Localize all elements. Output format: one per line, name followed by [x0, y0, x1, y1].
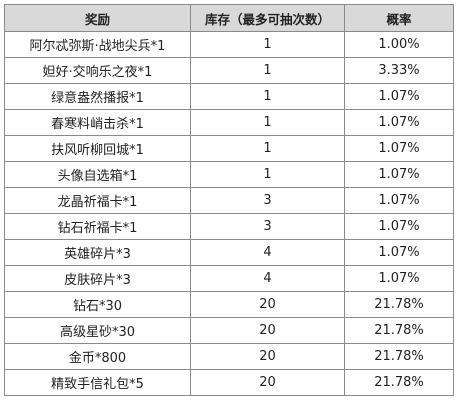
reward-cell: 扶风听柳回城*1: [4, 135, 191, 162]
probability-cell: 1.07%: [344, 135, 454, 162]
header-probability: 概率: [344, 4, 454, 32]
table-row: 英雄碎片*3 4 1.07%: [4, 239, 454, 266]
reward-cell: 英雄碎片*3: [4, 239, 191, 266]
stock-cell: 20: [190, 343, 345, 370]
stock-cell: 1: [190, 57, 345, 84]
table-body: 阿尔忒弥斯·战地尖兵*1 1 1.00% 妲好·交响乐之夜*1 1 3.33% …: [4, 31, 454, 396]
reward-probability-table: 奖励 库存（最多可抽次数） 概率 阿尔忒弥斯·战地尖兵*1 1 1.00% 妲好…: [4, 4, 454, 396]
reward-cell: 精致手信礼包*5: [4, 369, 191, 396]
probability-cell: 1.07%: [344, 239, 454, 266]
reward-cell: 高级星砂*30: [4, 317, 191, 344]
stock-cell: 1: [190, 135, 345, 162]
stock-cell: 20: [190, 369, 345, 396]
probability-cell: 1.00%: [344, 31, 454, 58]
reward-cell: 金币*800: [4, 343, 191, 370]
probability-cell: 21.78%: [344, 343, 454, 370]
reward-cell: 皮肤碎片*3: [4, 265, 191, 292]
probability-cell: 1.07%: [344, 213, 454, 240]
header-stock: 库存（最多可抽次数）: [190, 4, 345, 32]
probability-cell: 3.33%: [344, 57, 454, 84]
probability-cell: 1.07%: [344, 109, 454, 136]
probability-cell: 21.78%: [344, 291, 454, 318]
table-row: 扶风听柳回城*1 1 1.07%: [4, 135, 454, 162]
stock-cell: 1: [190, 161, 345, 188]
table-row: 绿意盎然播报*1 1 1.07%: [4, 83, 454, 110]
table-row: 龙晶祈福卡*1 3 1.07%: [4, 187, 454, 214]
table-row: 阿尔忒弥斯·战地尖兵*1 1 1.00%: [4, 31, 454, 58]
stock-cell: 20: [190, 317, 345, 344]
table-row: 高级星砂*30 20 21.78%: [4, 317, 454, 344]
table-row: 钻石*30 20 21.78%: [4, 291, 454, 318]
table-row: 精致手信礼包*5 20 21.78%: [4, 369, 454, 396]
table-row: 皮肤碎片*3 4 1.07%: [4, 265, 454, 292]
stock-cell: 3: [190, 187, 345, 214]
table-row: 头像自选箱*1 1 1.07%: [4, 161, 454, 188]
table-row: 钻石祈福卡*1 3 1.07%: [4, 213, 454, 240]
reward-cell: 绿意盎然播报*1: [4, 83, 191, 110]
table-row: 金币*800 20 21.78%: [4, 343, 454, 370]
reward-cell: 钻石祈福卡*1: [4, 213, 191, 240]
table-row: 春寒料峭击杀*1 1 1.07%: [4, 109, 454, 136]
probability-cell: 21.78%: [344, 317, 454, 344]
reward-cell: 春寒料峭击杀*1: [4, 109, 191, 136]
stock-cell: 4: [190, 239, 345, 266]
stock-cell: 4: [190, 265, 345, 292]
reward-cell: 龙晶祈福卡*1: [4, 187, 191, 214]
probability-cell: 1.07%: [344, 83, 454, 110]
reward-probability-table-container: 奖励 库存（最多可抽次数） 概率 阿尔忒弥斯·战地尖兵*1 1 1.00% 妲好…: [4, 4, 454, 396]
table-header: 奖励 库存（最多可抽次数） 概率: [4, 4, 454, 32]
stock-cell: 1: [190, 31, 345, 58]
reward-cell: 钻石*30: [4, 291, 191, 318]
stock-cell: 1: [190, 83, 345, 110]
probability-cell: 1.07%: [344, 161, 454, 188]
probability-cell: 1.07%: [344, 187, 454, 214]
reward-cell: 妲好·交响乐之夜*1: [4, 57, 191, 84]
probability-cell: 21.78%: [344, 369, 454, 396]
header-reward: 奖励: [4, 4, 191, 32]
reward-cell: 阿尔忒弥斯·战地尖兵*1: [4, 31, 191, 58]
stock-cell: 1: [190, 109, 345, 136]
header-row: 奖励 库存（最多可抽次数） 概率: [4, 4, 454, 32]
reward-cell: 头像自选箱*1: [4, 161, 191, 188]
probability-cell: 1.07%: [344, 265, 454, 292]
stock-cell: 3: [190, 213, 345, 240]
stock-cell: 20: [190, 291, 345, 318]
table-row: 妲好·交响乐之夜*1 1 3.33%: [4, 57, 454, 84]
